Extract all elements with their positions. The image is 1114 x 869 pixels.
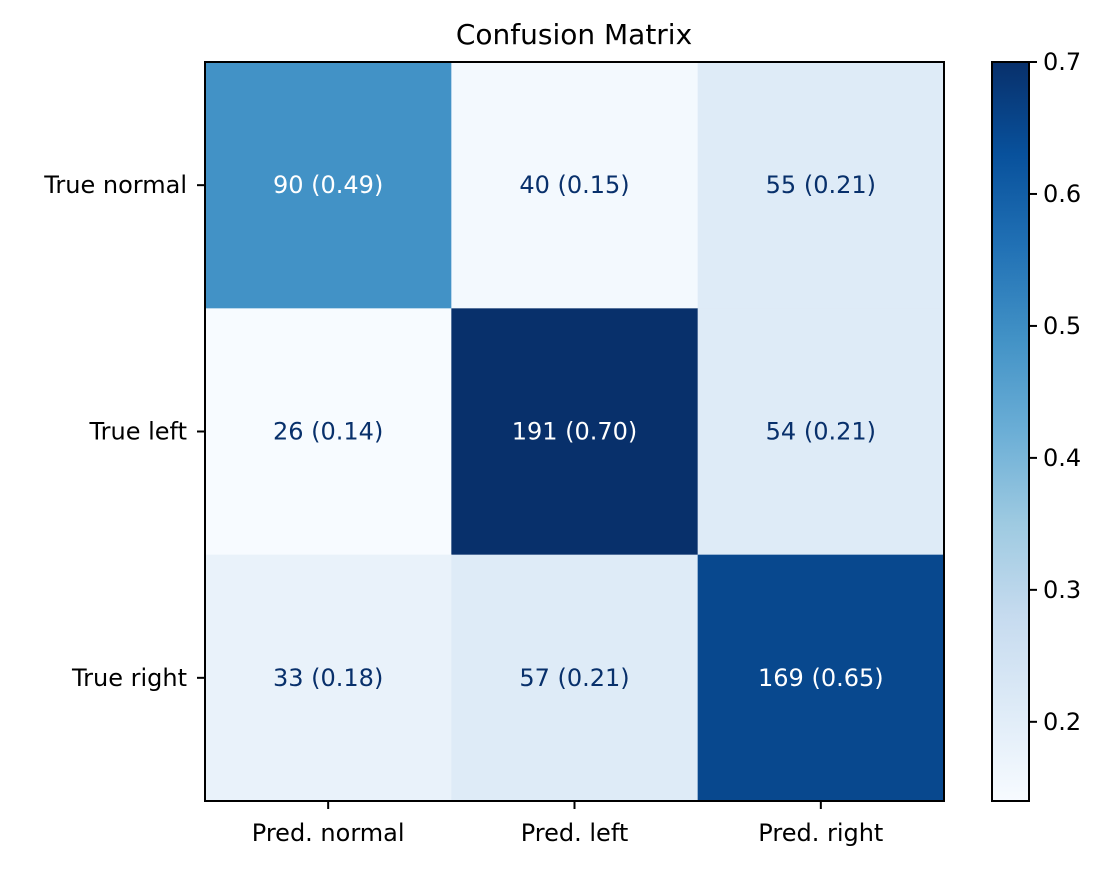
colorbar-tick-label: 0.4 bbox=[1043, 444, 1081, 472]
cell-value-label: 33 (0.18) bbox=[273, 664, 383, 692]
cell-value-label: 40 (0.15) bbox=[519, 171, 629, 199]
heatmap-cell bbox=[697, 554, 945, 802]
cell-value-label: 55 (0.21) bbox=[766, 171, 876, 199]
colorbar-tick-label: 0.7 bbox=[1043, 48, 1081, 76]
cell-value-label: 57 (0.21) bbox=[519, 664, 629, 692]
cell-value-label: 90 (0.49) bbox=[273, 171, 383, 199]
y-tick-label: True normal bbox=[43, 171, 187, 199]
y-tick-label: True left bbox=[89, 418, 187, 446]
heatmap-cell bbox=[205, 62, 452, 309]
colorbar-tick-label: 0.6 bbox=[1043, 180, 1081, 208]
colorbar-tick-label: 0.2 bbox=[1043, 708, 1081, 736]
heatmap-cells: 90 (0.49) 40 (0.15) 55 (0.21) 26 (0.14) 191 … bbox=[205, 62, 945, 802]
cell-value-label: 26 (0.14) bbox=[273, 418, 383, 446]
x-axis: Pred. normal Pred. left Pred. right bbox=[252, 801, 883, 847]
heatmap-cell bbox=[451, 308, 699, 556]
heatmap-cell bbox=[205, 554, 452, 802]
cell-value-label: 191 (0.70) bbox=[512, 418, 638, 446]
x-tick-label: Pred. right bbox=[758, 819, 883, 847]
y-tick-label: True right bbox=[71, 664, 187, 692]
heatmap-cell bbox=[205, 308, 452, 556]
heatmap-cell bbox=[697, 308, 945, 556]
heatmap-cell bbox=[451, 554, 699, 802]
x-tick-label: Pred. left bbox=[521, 819, 629, 847]
colorbar-axis: 0.2 0.3 0.4 0.5 0.6 0.7 bbox=[1029, 48, 1081, 736]
heatmap-cell bbox=[451, 62, 699, 309]
cell-value-label: 54 (0.21) bbox=[766, 418, 876, 446]
colorbar-tick-label: 0.5 bbox=[1043, 312, 1081, 340]
colorbar-tick-label: 0.3 bbox=[1043, 576, 1081, 604]
y-axis: True normal True left True right bbox=[43, 171, 205, 692]
cell-value-label: 169 (0.65) bbox=[758, 664, 884, 692]
heatmap-cell bbox=[697, 62, 945, 309]
colorbar bbox=[991, 61, 1030, 802]
x-tick-label: Pred. normal bbox=[252, 819, 405, 847]
chart-title: Confusion Matrix bbox=[456, 18, 692, 51]
